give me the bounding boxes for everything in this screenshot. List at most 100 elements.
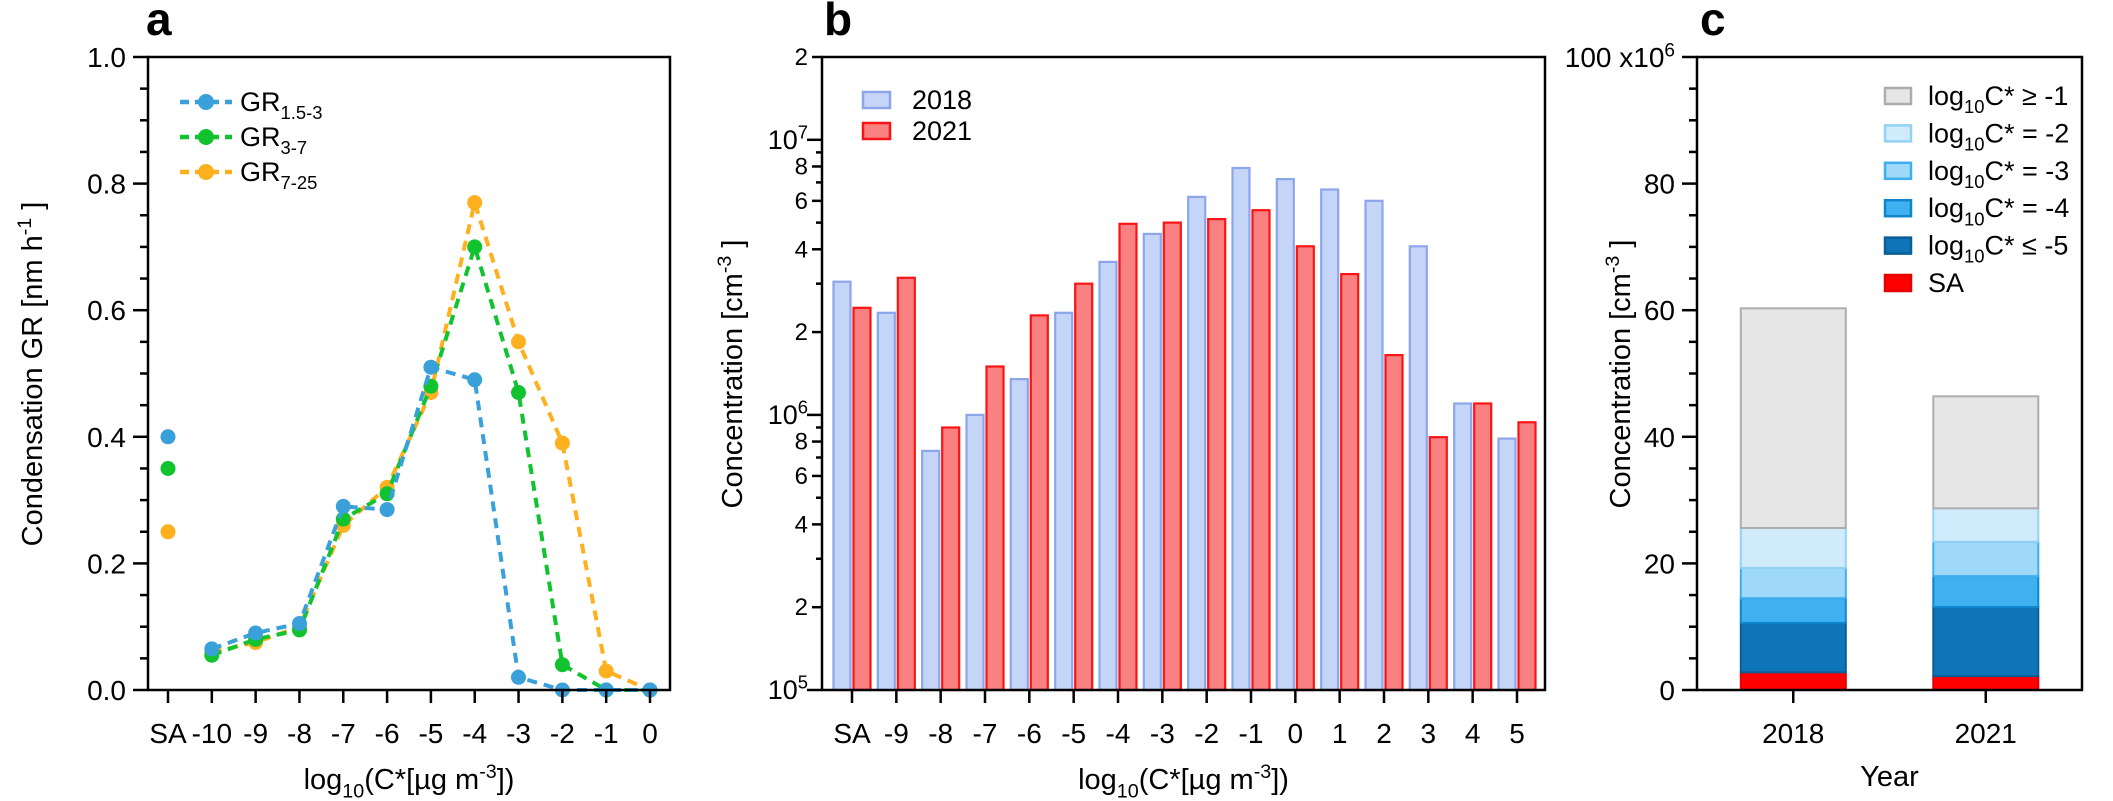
x-tick-label: -6 bbox=[375, 718, 400, 749]
bar-2018-0 bbox=[1275, 178, 1295, 692]
stack-2021-log10C-5 bbox=[1932, 606, 2040, 678]
bar-2021--4 bbox=[1118, 222, 1138, 692]
legend-label: log10C* = -4 bbox=[1928, 193, 2069, 229]
bar-2021--8 bbox=[941, 426, 961, 692]
stack-2018-log10C-5 bbox=[1739, 621, 1847, 674]
x-tick-label: 4 bbox=[1465, 718, 1481, 749]
bar-2018--8 bbox=[921, 449, 941, 692]
legend-marker bbox=[198, 129, 214, 145]
panel-c-letter: c bbox=[1700, 0, 1726, 45]
x-tick-label: 0 bbox=[642, 718, 658, 749]
bar-2021-0 bbox=[1295, 245, 1315, 692]
y-tick-label: 20 bbox=[1644, 548, 1675, 579]
y-minor-label: 4 bbox=[795, 236, 808, 263]
marker-0--8 bbox=[292, 616, 307, 631]
x-tick-label: -1 bbox=[594, 718, 619, 749]
marker-0--3 bbox=[511, 669, 526, 685]
marker-0--9 bbox=[248, 625, 264, 641]
panel-b-frame bbox=[820, 55, 1547, 692]
legend-marker bbox=[198, 164, 214, 180]
marker-1--3 bbox=[511, 385, 526, 400]
x-tick-label: 1 bbox=[1332, 718, 1348, 749]
legend-label: log10C* ≥ -1 bbox=[1928, 81, 2068, 117]
bar-2018--5 bbox=[1054, 311, 1074, 692]
stack-2018-log10C-4 bbox=[1739, 597, 1847, 624]
legend-label: GR7-25 bbox=[240, 157, 317, 193]
legend-label: GR1.5-3 bbox=[240, 87, 322, 123]
line-series-0 bbox=[211, 364, 650, 692]
stack-2018-log10C-1 bbox=[1739, 307, 1847, 529]
legend-label: log10C* = -3 bbox=[1928, 156, 2069, 192]
x-tick-label: -6 bbox=[1017, 718, 1042, 749]
panel-b-letter: b bbox=[824, 0, 853, 45]
legend-swatch-log10C-4 bbox=[1883, 198, 1913, 218]
stack-2018-log10C-2 bbox=[1739, 527, 1847, 569]
legend-label: log10C* ≤ -5 bbox=[1928, 231, 2068, 267]
x-axis-title: log10(C*[µg m-3]) bbox=[1078, 761, 1289, 801]
x-tick-label: -8 bbox=[287, 718, 312, 749]
legend-label: GR3-7 bbox=[240, 122, 307, 158]
marker-2-SA bbox=[160, 524, 176, 540]
y-tick-label: 100 x106 bbox=[1565, 40, 1675, 73]
marker-1--4 bbox=[467, 239, 483, 255]
panel-a-letter: a bbox=[146, 0, 172, 45]
bar-2021-3 bbox=[1428, 436, 1448, 692]
y-tick-label: 0.8 bbox=[87, 169, 126, 200]
bar-2021--7 bbox=[985, 365, 1005, 692]
marker-2--3 bbox=[511, 334, 526, 350]
y-minor-label: 6 bbox=[795, 463, 808, 490]
bar-2021--1 bbox=[1251, 209, 1271, 692]
bar-2018--2 bbox=[1187, 195, 1207, 692]
x-tick-label: -5 bbox=[418, 718, 443, 749]
x-tick-label: -8 bbox=[928, 718, 953, 749]
marker-1-SA bbox=[160, 461, 176, 476]
marker-2--2 bbox=[554, 435, 570, 451]
y-minor-label: 6 bbox=[795, 188, 808, 215]
marker-0--10 bbox=[204, 641, 220, 657]
bar-2018--7 bbox=[965, 413, 985, 692]
stack-2021-log10C-2 bbox=[1932, 507, 2040, 543]
y-tick-label: 0.0 bbox=[87, 675, 126, 706]
x-tick-label: SA bbox=[833, 718, 871, 749]
panel-c-chart: 0 20 40 60 80 100 x106 2018 2021 Year Concentrati… bbox=[1565, 40, 2084, 793]
x-axis-title: log10(C*[µg m-3]) bbox=[304, 761, 515, 801]
legend-label: SA bbox=[1928, 268, 1964, 298]
y-tick-label: 0.4 bbox=[87, 422, 126, 453]
line-series-1 bbox=[211, 240, 650, 692]
bar-2021--3 bbox=[1162, 221, 1182, 692]
bar-2021--6 bbox=[1029, 314, 1049, 692]
legend-label: 2018 bbox=[912, 85, 972, 115]
bar-2021-4 bbox=[1473, 402, 1493, 692]
bar-2021--2 bbox=[1207, 218, 1227, 692]
legend-label: 2021 bbox=[912, 116, 972, 146]
y-axis-title: Concentration [cm-3 ] bbox=[1602, 240, 1637, 509]
x-tick-label: -4 bbox=[462, 718, 487, 749]
legend-swatch-log10C-1 bbox=[1883, 86, 1913, 106]
y-minor-label: 2 bbox=[795, 319, 808, 346]
y-tick-label: 60 bbox=[1644, 295, 1675, 326]
marker-2--4 bbox=[467, 195, 483, 211]
x-tick-label: -3 bbox=[506, 718, 531, 749]
panel-a-chart: 0.00.20.40.60.81.0SA -10 -9 -8 -7 -6 -5 -4 -3 -2-… bbox=[14, 42, 672, 801]
bar-2018-1 bbox=[1320, 188, 1340, 692]
legend-swatch-2021 bbox=[861, 121, 892, 141]
bar-2021--5 bbox=[1074, 282, 1094, 692]
y-tick-label: 105 bbox=[768, 672, 808, 705]
y-tick-label: 106 bbox=[768, 397, 808, 430]
y-tick-label: 0.2 bbox=[87, 548, 126, 579]
stack-2021-log10C-3 bbox=[1932, 540, 2040, 578]
bar-2018--6 bbox=[1009, 378, 1029, 692]
bar-2021--9 bbox=[896, 276, 916, 692]
bar-2018-5 bbox=[1497, 437, 1517, 692]
legend-swatch-log10C-5 bbox=[1883, 236, 1913, 255]
x-tick-label: SA bbox=[149, 718, 187, 749]
bar-2018--9 bbox=[876, 311, 896, 692]
x-tick-label: 3 bbox=[1421, 718, 1437, 749]
bar-2018-SA bbox=[832, 280, 852, 692]
marker-0--7 bbox=[335, 498, 351, 514]
y-tick-label: 40 bbox=[1644, 422, 1675, 453]
y-tick-label: 1.0 bbox=[87, 42, 126, 73]
